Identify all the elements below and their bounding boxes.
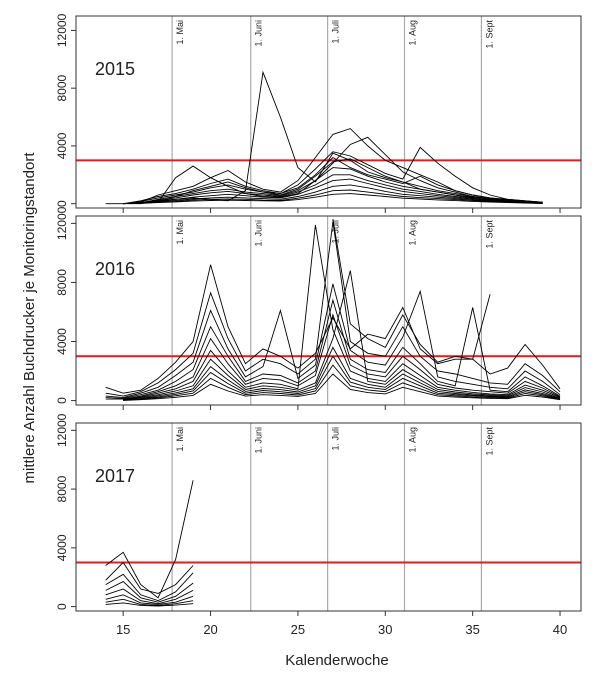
series-line <box>123 174 543 205</box>
series-line <box>105 572 194 602</box>
y-tick-label: 8000 <box>55 269 69 296</box>
series-line <box>123 178 543 205</box>
series-line <box>105 602 194 607</box>
series-line <box>332 218 491 363</box>
y-axis-label: mittlere Anzahl Buchdrucker je Monitorin… <box>21 152 38 484</box>
series-line <box>105 313 561 400</box>
month-label: 1. Sept <box>484 427 494 456</box>
month-label: 1. Aug <box>408 427 418 453</box>
y-tick-label: 0 <box>55 200 69 207</box>
y-tick-label: 12000 <box>55 413 69 447</box>
series-line <box>105 594 194 605</box>
series-line <box>105 264 561 394</box>
month-label: 1. Juli <box>331 20 341 44</box>
y-tick-label: 4000 <box>55 534 69 561</box>
series-line <box>123 270 561 401</box>
series-line <box>123 146 543 205</box>
y-tick-label: 4000 <box>55 328 69 355</box>
panel-frame <box>75 422 582 612</box>
x-tick-label: 35 <box>465 622 479 637</box>
series-line <box>123 128 543 205</box>
y-tick-label: 8000 <box>55 75 69 102</box>
month-label: 1. Juni <box>254 20 264 47</box>
y-tick-label: 4000 <box>55 132 69 159</box>
series-line <box>140 189 543 204</box>
series-line <box>123 373 561 401</box>
panel-2017: 1. Mai 1. Juni 1. Juli 1. Aug 1. Sept 0 4000 80… <box>55 413 582 616</box>
series-line <box>157 156 543 204</box>
series-line <box>105 598 194 606</box>
panel-2016: 1. Mai 1. Juni 1. Juli 1. Aug 1. Sept 0 4000 80… <box>55 206 582 410</box>
year-label: 2016 <box>95 259 135 279</box>
month-label: 1. Juli <box>331 220 341 244</box>
series-line <box>123 158 543 205</box>
month-label: 1. Mai <box>175 427 185 452</box>
month-label: 1. Mai <box>175 220 185 245</box>
series-line <box>140 193 543 204</box>
y-tick-label: 0 <box>55 397 69 404</box>
x-tick-label: 40 <box>553 622 567 637</box>
series-line <box>140 184 543 204</box>
series-line <box>105 561 194 594</box>
series-line <box>123 224 561 400</box>
x-tick-label: 20 <box>203 622 217 637</box>
panel-2015: 1. Mai 1. Juni 1. Juli 1. Aug 1. Sept 0 4000 80… <box>55 13 582 213</box>
y-tick-label: 8000 <box>55 475 69 502</box>
series-line <box>105 221 561 397</box>
panel-frame <box>75 15 582 209</box>
month-label: 1. Juni <box>254 220 264 247</box>
month-label: 1. Sept <box>484 220 494 249</box>
panel-frame <box>75 215 582 406</box>
x-tick-label: 25 <box>291 622 305 637</box>
month-label: 1. Juni <box>254 427 264 454</box>
series-line <box>123 167 543 205</box>
month-label: 1. Aug <box>408 20 418 46</box>
month-label: 1. Juli <box>331 427 341 451</box>
series-line <box>123 346 561 401</box>
y-tick-label: 12000 <box>55 206 69 240</box>
year-label: 2017 <box>95 466 135 486</box>
series-line <box>123 364 561 401</box>
year-label: 2015 <box>95 59 135 79</box>
series-line <box>123 355 561 401</box>
x-tick-label: 15 <box>116 622 130 637</box>
month-label: 1. Sept <box>484 20 494 49</box>
y-tick-label: 0 <box>55 603 69 610</box>
x-axis-label: Kalenderwoche <box>285 652 388 669</box>
month-label: 1. Aug <box>408 220 418 246</box>
month-label: 1. Mai <box>175 20 185 45</box>
x-tick-label: 30 <box>378 622 392 637</box>
series-line <box>105 298 561 399</box>
series-line <box>105 588 194 605</box>
y-tick-label: 12000 <box>55 13 69 47</box>
series-line <box>105 283 561 399</box>
series-line <box>105 581 194 603</box>
